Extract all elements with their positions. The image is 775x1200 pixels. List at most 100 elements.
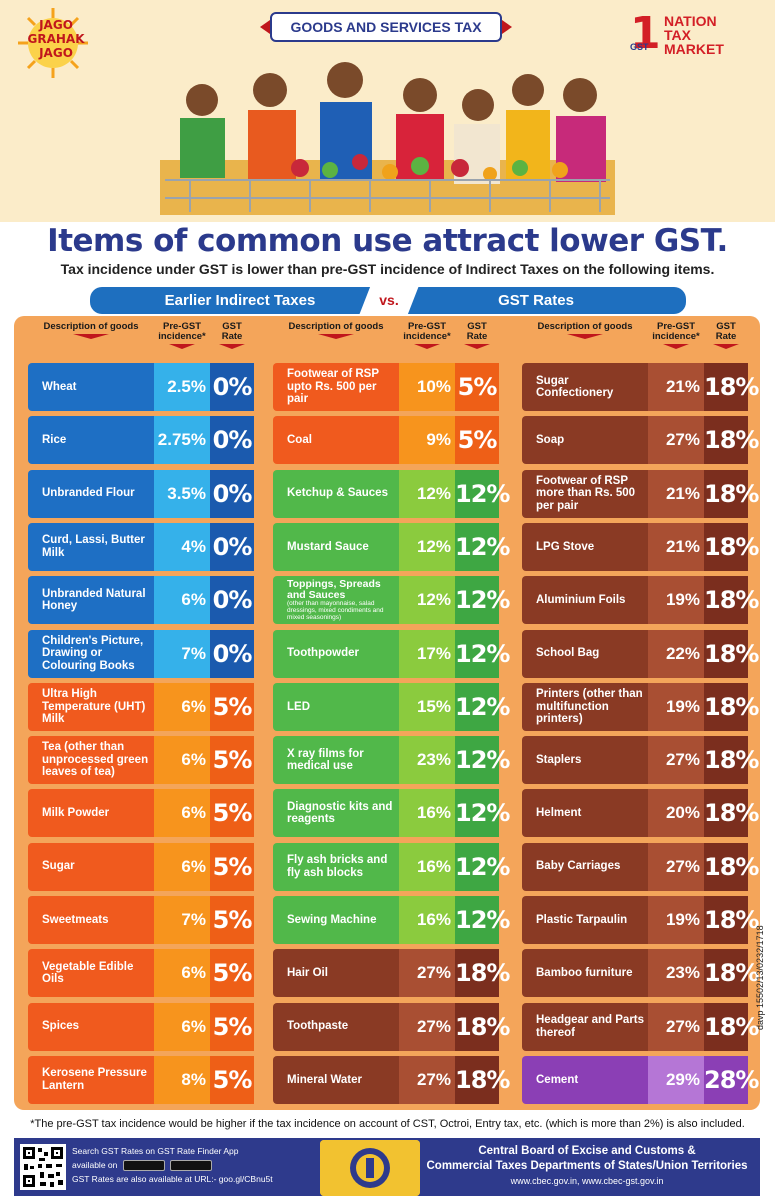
pre-gst-incidence: 12%: [399, 522, 455, 571]
col-header-description: Description of goods: [281, 322, 391, 339]
google-play-badge-icon[interactable]: [170, 1160, 213, 1172]
cbec-emblem-icon: [320, 1140, 420, 1196]
item-description: Coal: [273, 416, 399, 465]
gst-rate: 18%: [704, 736, 759, 785]
item-description-text: School Bag: [536, 647, 600, 660]
gst-title-banner: GOODS AND SERVICES TAX: [260, 12, 512, 42]
item-description-text: Unbranded Flour: [42, 487, 135, 500]
item-description-text: Coal: [287, 434, 312, 447]
pre-gst-incidence: 2.5%: [154, 363, 210, 411]
gst-rate: 18%: [704, 363, 759, 411]
page-title: Items of common use attract lower GST.: [47, 223, 728, 259]
app-search-line: Search GST Rates on GST Rate Finder App: [72, 1146, 239, 1156]
col-header-pre-gst-text: Pre-GST incidence*: [158, 321, 206, 342]
item-description-text: Children's Picture, Drawing or Colouring…: [42, 634, 144, 672]
gst-rate: 12%: [455, 736, 510, 785]
pre-gst-incidence: 9%: [399, 416, 455, 465]
pre-gst-incidence: 19%: [648, 576, 704, 625]
header-banner: JAGO GRAHAK JAGO GOODS AND SERVICES TAX …: [0, 0, 775, 222]
item-description: Baby Carriages: [522, 842, 648, 891]
jgj-line-1: JAGO: [39, 18, 73, 32]
down-arrow-icon: [663, 344, 689, 349]
pre-gst-incidence: 27%: [648, 1002, 704, 1051]
comparison-bar: Earlier Indirect Taxes GST Rates vs.: [90, 283, 686, 318]
pre-gst-incidence: 16%: [399, 842, 455, 891]
item-description: Printers (other than multifunction print…: [522, 682, 648, 731]
item-description-text: Sewing Machine: [287, 913, 377, 926]
app-store-badge-icon[interactable]: [122, 1160, 165, 1172]
down-arrow-icon: [567, 334, 603, 339]
col-header-pre-gst: Pre-GST incidence*: [646, 322, 706, 349]
gst-rate: 18%: [704, 522, 759, 571]
pre-gst-incidence: 27%: [648, 416, 704, 465]
footer: Search GST Rates on GST Rate Finder App …: [14, 1138, 760, 1196]
gst-rate: 18%: [704, 789, 759, 838]
org-info: Central Board of Excise and Customs & Co…: [414, 1144, 760, 1189]
item-description-text: Fly ash bricks and fly ash blocks: [287, 854, 388, 879]
jago-grahak-jago-text: JAGO GRAHAK JAGO: [26, 18, 86, 60]
item-description-text: Footwear of RSP upto Rs. 500 per pair: [287, 368, 379, 406]
item-description-text: Printers (other than multifunction print…: [536, 688, 643, 726]
item-description: Milk Powder: [28, 789, 154, 838]
item-description: Sugar Confectionery: [522, 363, 648, 411]
earlier-taxes-label: Earlier Indirect Taxes: [90, 287, 390, 314]
one-nation-tax-market-logo: 1 GST NATION TAX MARKET: [630, 10, 765, 60]
gst-rate: 18%: [704, 469, 759, 518]
item-description-text: Toothpaste: [287, 1020, 349, 1033]
ontm-text: NATION TAX MARKET: [664, 14, 724, 56]
item-description: Sweetmeats: [28, 896, 154, 944]
item-description-text: Ketchup & Sauces: [287, 487, 388, 500]
pre-gst-incidence: 2.75%: [154, 416, 210, 465]
pre-gst-incidence: 6%: [154, 1002, 210, 1051]
pre-gst-incidence: 21%: [648, 469, 704, 518]
col-header-gst-rate-text: GST Rate: [221, 321, 243, 342]
gst-rate: 5%: [210, 682, 254, 731]
item-description: Rice: [28, 416, 154, 465]
pre-gst-incidence: 19%: [648, 896, 704, 944]
vs-text: vs.: [379, 292, 399, 308]
down-arrow-icon: [713, 344, 739, 349]
pre-gst-incidence: 17%: [399, 629, 455, 678]
item-description-text: Kerosene Pressure Lantern: [42, 1067, 147, 1092]
pre-gst-incidence: 6%: [154, 789, 210, 838]
item-description: X ray films for medical use: [273, 736, 399, 785]
item-description-text: Aluminium Foils: [536, 593, 626, 606]
col-header-pre-gst-text: Pre-GST incidence*: [403, 321, 451, 342]
item-description: Toothpaste: [273, 1002, 399, 1051]
gst-rate: 5%: [210, 736, 254, 785]
available-on-label: available on: [72, 1160, 118, 1170]
item-description: Ultra High Temperature (UHT) Milk: [28, 682, 154, 731]
ontm-line-1: NATION: [664, 13, 717, 29]
col-header-description: Description of goods: [36, 322, 146, 339]
davp-code: davp 15502/13/0232/1718: [755, 925, 765, 1030]
pre-gst-incidence: 12%: [399, 576, 455, 625]
gst-rate: 12%: [455, 896, 510, 944]
down-arrow-icon: [414, 344, 440, 349]
ontm-line-3: MARKET: [664, 41, 724, 57]
gst-rate: 0%: [210, 416, 254, 465]
pre-gst-incidence: 27%: [648, 842, 704, 891]
item-description-text: Footwear of RSP more than Rs. 500 per pa…: [536, 474, 636, 512]
gst-rate: 18%: [455, 949, 510, 998]
pre-gst-incidence: 10%: [399, 363, 455, 411]
item-description-text: Headgear and Parts thereof: [536, 1014, 645, 1039]
gst-rate: 5%: [210, 896, 254, 944]
item-description-text: Helment: [536, 807, 582, 820]
item-description-text: Rice: [42, 434, 67, 447]
item-description: Footwear of RSP upto Rs. 500 per pair: [273, 363, 399, 411]
gst-rate: 18%: [704, 416, 759, 465]
item-description: Cement: [522, 1055, 648, 1104]
item-description-text: Mineral Water: [287, 1073, 362, 1086]
item-description-text: Vegetable Edible Oils: [42, 960, 134, 986]
gst-rate: 18%: [455, 1002, 510, 1051]
pre-gst-incidence: 15%: [399, 682, 455, 731]
item-description-text: Diagnostic kits and reagents: [287, 800, 393, 826]
item-description-text: Spices: [42, 1020, 80, 1033]
item-description: Bamboo furniture: [522, 949, 648, 998]
page-subtitle: Tax incidence under GST is lower than pr…: [60, 261, 715, 277]
item-description: Toothpowder: [273, 629, 399, 678]
item-description: Vegetable Edible Oils: [28, 949, 154, 998]
pre-gst-incidence: 6%: [154, 736, 210, 785]
gst-rates-label: GST Rates: [386, 287, 686, 314]
item-description: LPG Stove: [522, 522, 648, 571]
